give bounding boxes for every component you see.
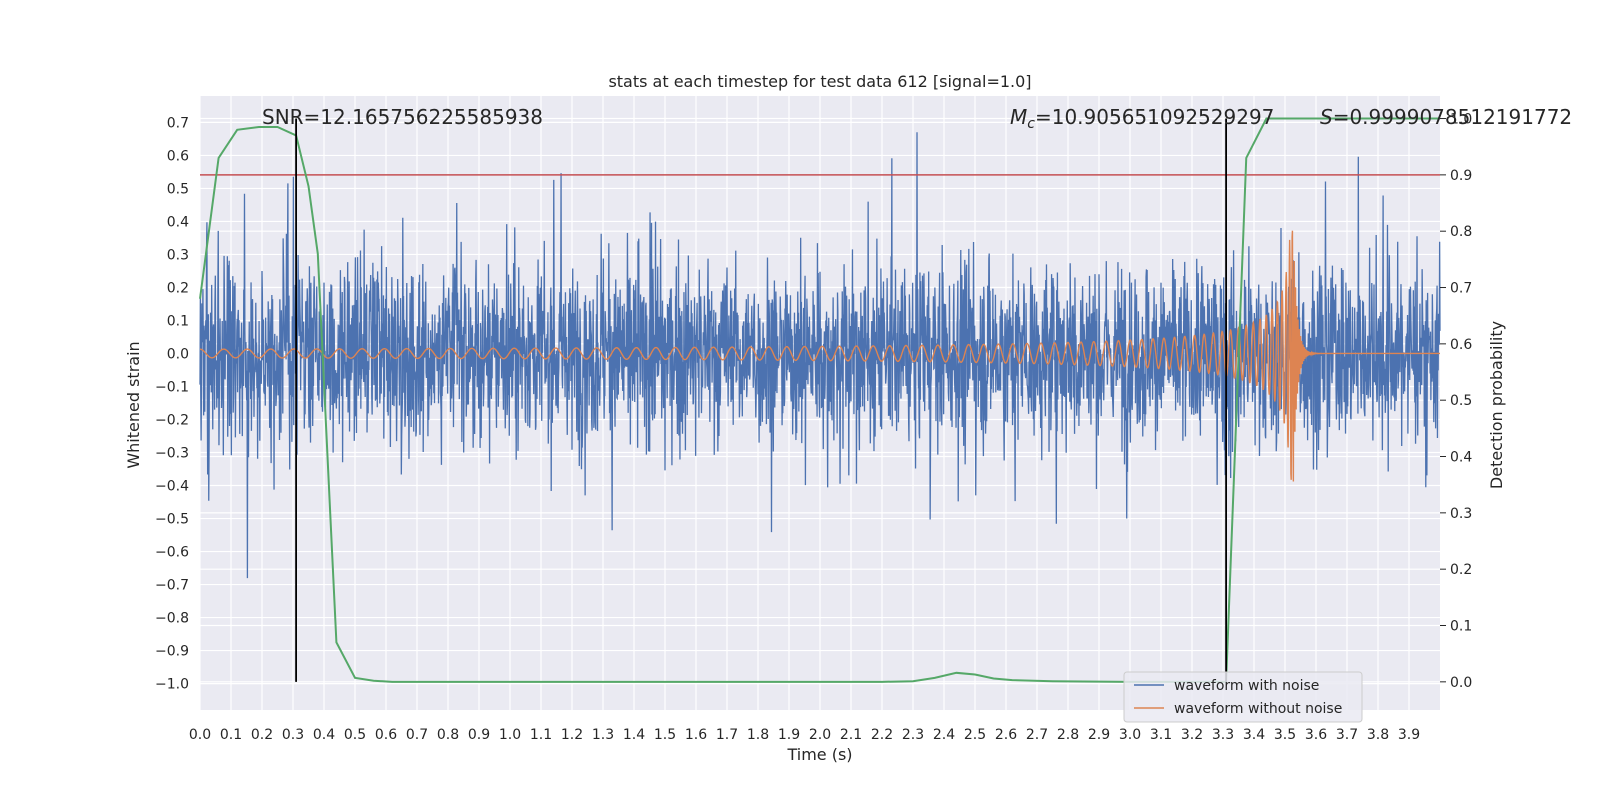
y-tick-label: −0.6 bbox=[155, 545, 189, 561]
legend-label-noise: waveform with noise bbox=[1174, 678, 1319, 694]
y-tick-label: 0.5 bbox=[167, 181, 189, 197]
x-axis-label: Time (s) bbox=[786, 745, 852, 764]
x-tick-label: 3.3 bbox=[1212, 727, 1234, 743]
series-chirp bbox=[199, 230, 1440, 482]
x-tick-label: 0.8 bbox=[437, 727, 459, 743]
x-tick-label: 0.4 bbox=[313, 727, 335, 743]
series-noise bbox=[199, 132, 1441, 579]
chirp-mass-subscript: c bbox=[1027, 116, 1035, 132]
y-tick-label: 0.0 bbox=[167, 346, 189, 362]
x-tick-label: 3.0 bbox=[1119, 727, 1141, 743]
y-tick-label: −0.8 bbox=[155, 611, 189, 627]
score-value: =0.9999078512191772 bbox=[1333, 105, 1572, 129]
x-tick-label: 3.5 bbox=[1274, 727, 1296, 743]
x-tick-label: 2.1 bbox=[840, 727, 862, 743]
x-tick-label: 2.8 bbox=[1057, 727, 1079, 743]
x-tick-label: 0.7 bbox=[406, 727, 428, 743]
x-tick-label: 0.2 bbox=[251, 727, 273, 743]
x-tick-label: 2.9 bbox=[1088, 727, 1110, 743]
x-tick-label: 1.1 bbox=[530, 727, 552, 743]
y-tick-label: −0.4 bbox=[155, 479, 189, 495]
y-tick-label: −1.0 bbox=[155, 677, 189, 693]
x-tick-label: 3.4 bbox=[1243, 727, 1265, 743]
y-tick-label: 0.4 bbox=[167, 214, 189, 230]
y2-tick-label: 0.9 bbox=[1450, 168, 1472, 184]
score-symbol: S bbox=[1320, 105, 1333, 129]
x-tick-label: 3.9 bbox=[1398, 727, 1420, 743]
chirp-mass-value: =10.905651092529297 bbox=[1035, 105, 1274, 129]
score-annotation: S=0.9999078512191772 bbox=[1320, 105, 1572, 129]
y2-tick-label: 0.8 bbox=[1450, 224, 1472, 240]
y2-axis-label: Detection probability bbox=[1487, 321, 1506, 489]
x-tick-label: 2.6 bbox=[995, 727, 1017, 743]
x-tick-label: 2.5 bbox=[964, 727, 986, 743]
legend-label-chirp: waveform without noise bbox=[1174, 701, 1342, 717]
x-tick-label: 1.2 bbox=[561, 727, 583, 743]
y-tick-label: 0.2 bbox=[167, 280, 189, 296]
y-ticks: 0.7 0.6 0.5 0.4 0.3 0.2 0.1 0.0 −0.1 −0.2 −0.3 −0.4… bbox=[155, 115, 189, 692]
y2-tick-label: 0.0 bbox=[1450, 675, 1472, 691]
x-tick-label: 0.0 bbox=[189, 727, 211, 743]
legend-box bbox=[1123, 671, 1363, 723]
y-tick-label: 0.1 bbox=[167, 313, 189, 329]
x-tick-label: 1.7 bbox=[716, 727, 738, 743]
chart-title: stats at each timestep for test data 612… bbox=[608, 72, 1031, 91]
x-tick-label: 2.2 bbox=[871, 727, 893, 743]
chirp-mass-symbol: M bbox=[1010, 105, 1027, 129]
y-tick-label: 0.6 bbox=[167, 148, 189, 164]
x-tick-label: 1.9 bbox=[778, 727, 800, 743]
x-tick-label: 0.5 bbox=[344, 727, 366, 743]
y2-ticks: 1.0 0.9 0.8 0.7 0.6 0.5 0.4 0.3 0.2 0.1 0.0 bbox=[1440, 112, 1472, 691]
x-tick-label: 2.7 bbox=[1026, 727, 1048, 743]
noise-waveform-line bbox=[199, 132, 1441, 579]
x-tick-label: 0.9 bbox=[468, 727, 490, 743]
x-tick-label: 2.4 bbox=[933, 727, 955, 743]
x-tick-label: 3.2 bbox=[1181, 727, 1203, 743]
y-tick-label: −0.7 bbox=[155, 578, 189, 594]
y-tick-label: −0.2 bbox=[155, 413, 189, 429]
y-axis-label: Whitened strain bbox=[124, 341, 143, 468]
y-tick-label: 0.7 bbox=[167, 115, 189, 131]
x-tick-label: 1.4 bbox=[623, 727, 645, 743]
snr-annotation: SNR=12.165756225585938 bbox=[262, 105, 543, 129]
y2-tick-label: 1.0 bbox=[1450, 112, 1472, 128]
x-tick-label: 1.3 bbox=[592, 727, 614, 743]
x-tick-label: 3.7 bbox=[1336, 727, 1358, 743]
y2-tick-label: 0.3 bbox=[1450, 506, 1472, 522]
x-tick-label: 3.1 bbox=[1150, 727, 1172, 743]
y-tick-label: −0.9 bbox=[155, 644, 189, 660]
x-tick-label: 2.3 bbox=[902, 727, 924, 743]
x-tick-label: 1.0 bbox=[499, 727, 521, 743]
legend: waveform with noise waveform without noi… bbox=[1123, 671, 1363, 723]
x-tick-label: 2.0 bbox=[809, 727, 831, 743]
x-ticks: 0.0 0.1 0.2 0.3 0.4 0.5 0.6 0.7 0.8 0.9 1.0 1.1 1.2 1… bbox=[189, 727, 1420, 743]
y-tick-label: 0.3 bbox=[167, 247, 189, 263]
y2-tick-label: 0.5 bbox=[1450, 393, 1472, 409]
clean-waveform-line bbox=[199, 230, 1440, 482]
x-tick-label: 0.1 bbox=[220, 727, 242, 743]
x-tick-label: 0.3 bbox=[282, 727, 304, 743]
chirp-mass-annotation: Mc=10.905651092529297 bbox=[1010, 105, 1274, 132]
y-tick-label: −0.5 bbox=[155, 512, 189, 528]
x-tick-label: 0.6 bbox=[375, 727, 397, 743]
x-tick-label: 1.5 bbox=[654, 727, 676, 743]
y2-tick-label: 0.1 bbox=[1450, 619, 1472, 635]
vertical-lines bbox=[295, 118, 1227, 682]
y2-tick-label: 0.2 bbox=[1450, 562, 1472, 578]
y-tick-label: −0.1 bbox=[155, 379, 189, 395]
y2-tick-label: 0.6 bbox=[1450, 337, 1472, 353]
x-tick-label: 1.8 bbox=[747, 727, 769, 743]
y2-tick-label: 0.4 bbox=[1450, 450, 1472, 466]
x-tick-label: 1.6 bbox=[685, 727, 707, 743]
x-tick-label: 3.8 bbox=[1367, 727, 1389, 743]
y-tick-label: −0.3 bbox=[155, 446, 189, 462]
x-tick-label: 3.6 bbox=[1305, 727, 1327, 743]
y2-tick-label: 0.7 bbox=[1450, 281, 1472, 297]
